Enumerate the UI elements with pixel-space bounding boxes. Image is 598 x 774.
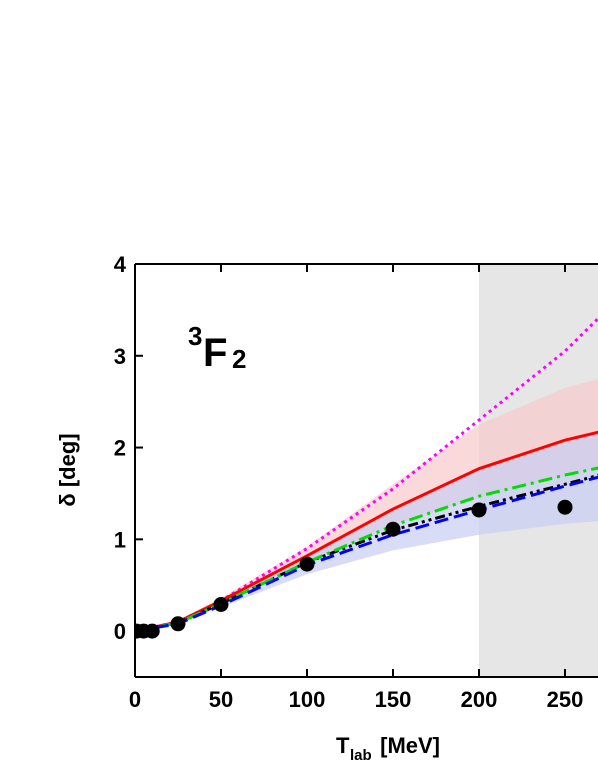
plot-area — [135, 264, 598, 677]
data-point — [385, 521, 401, 537]
x-tick-label: 50 — [209, 687, 233, 712]
y-tick-label: 1 — [114, 527, 126, 552]
annotation-main: F — [203, 331, 227, 375]
uncertainty-band — [135, 379, 598, 632]
line — [135, 466, 598, 633]
annotation-sup: 3 — [188, 321, 202, 351]
y-tick-label: 2 — [114, 436, 126, 461]
line — [135, 475, 598, 633]
y-tick-label: 3 — [114, 344, 126, 369]
y-tick-label: 4 — [114, 252, 127, 277]
y-label: δ [deg] — [55, 433, 80, 506]
x-tick-label: 250 — [547, 687, 584, 712]
data-point — [170, 616, 186, 632]
x-tick-label: 0 — [129, 687, 141, 712]
data-point — [144, 623, 160, 639]
x-tick-label: 100 — [289, 687, 326, 712]
x-tick-label: 150 — [375, 687, 412, 712]
data-point — [299, 556, 315, 572]
uncertainty-band — [135, 434, 598, 632]
x-label-sub: lab — [350, 747, 372, 764]
x-label-tail: [MeV] — [374, 733, 440, 758]
data-point — [557, 499, 573, 515]
data-point — [471, 502, 487, 518]
y-tick-label: 0 — [114, 619, 126, 644]
x-label: T — [336, 733, 350, 758]
data-point — [213, 596, 229, 612]
x-tick-label: 200 — [461, 687, 498, 712]
line — [135, 430, 598, 633]
annotation-sub: 2 — [232, 344, 246, 374]
